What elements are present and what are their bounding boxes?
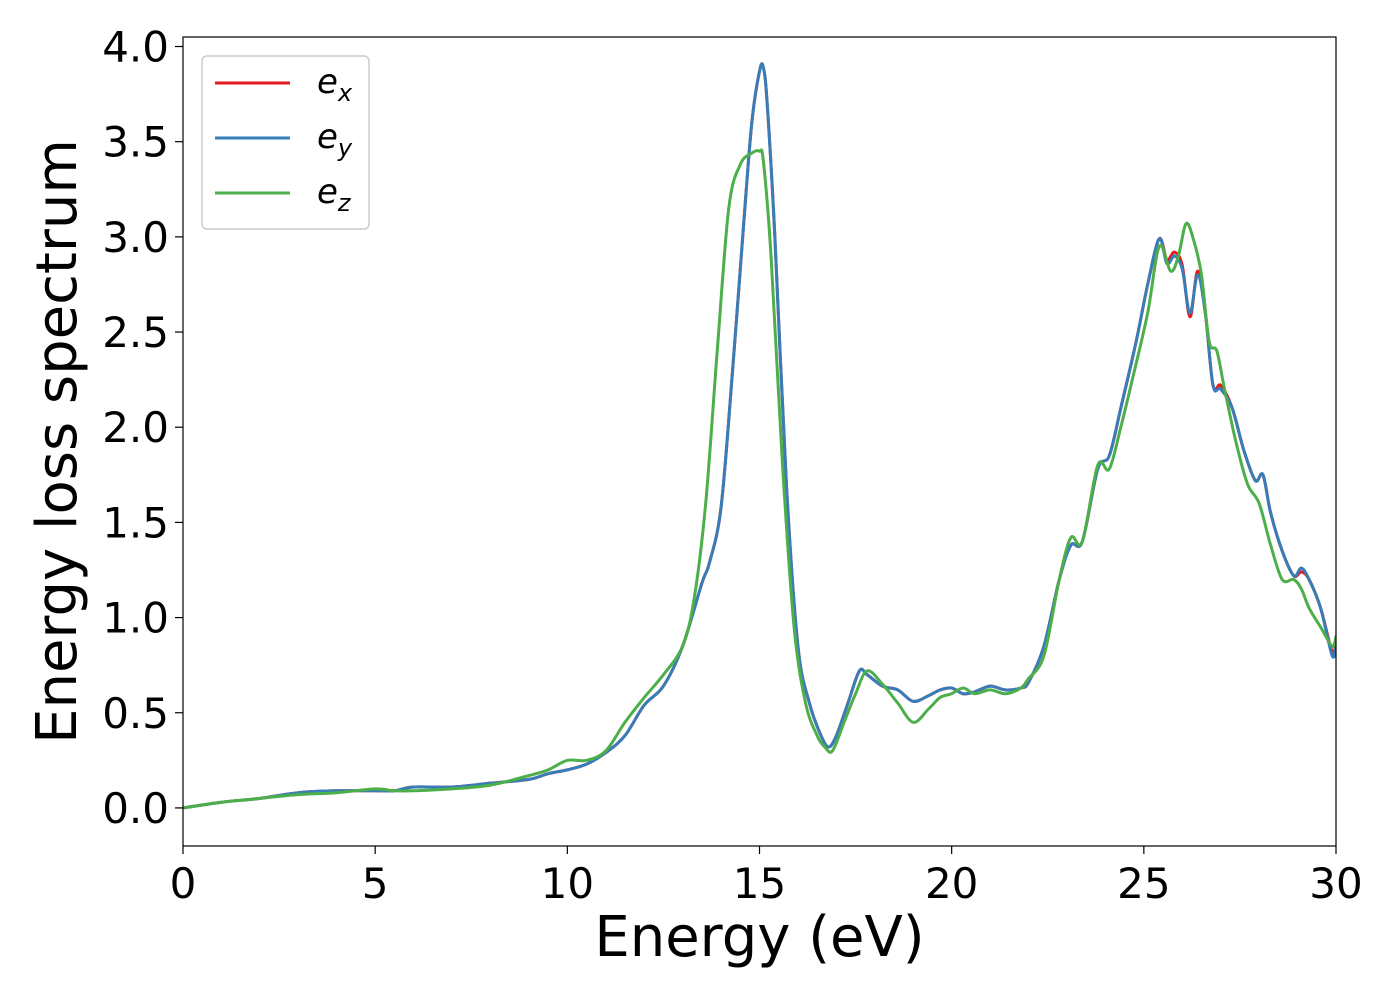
legend-label-y: ey — [317, 117, 353, 162]
y-tick-label: 4.0 — [102, 23, 169, 72]
legend-label-x: ex — [317, 62, 353, 107]
x-tick-label: 20 — [925, 859, 978, 908]
legend-box — [201, 55, 370, 230]
x-axis-label: Energy (eV) — [594, 905, 924, 970]
legend-label-z: ez — [317, 172, 352, 217]
y-axis-label: Energy loss spectrum — [25, 139, 90, 744]
y-tick-label: 3.0 — [102, 213, 169, 262]
y-tick-label: 0.5 — [102, 689, 169, 738]
x-tick-label: 30 — [1309, 859, 1362, 908]
x-tick-label: 5 — [362, 859, 389, 908]
x-tick-label: 0 — [170, 859, 197, 908]
series-line-z — [183, 148, 1336, 810]
y-tick-label: 0.0 — [102, 784, 169, 833]
y-tick-label: 2.5 — [102, 308, 169, 357]
y-axis: 0.0 0.5 1.0 1.5 2.0 2.5 3.0 3.5 4.0 — [102, 23, 183, 833]
x-tick-label: 15 — [733, 859, 786, 908]
y-tick-label: 1.0 — [102, 594, 169, 643]
y-tick-label: 1.5 — [102, 498, 169, 547]
legend: ex ey ez — [201, 55, 370, 230]
x-tick-label: 25 — [1117, 859, 1170, 908]
x-axis: 0 5 10 15 20 25 30 — [170, 846, 1363, 908]
x-tick-label: 10 — [541, 859, 594, 908]
y-tick-label: 3.5 — [102, 118, 169, 167]
series-lines — [183, 62, 1336, 810]
y-tick-label: 2.0 — [102, 403, 169, 452]
